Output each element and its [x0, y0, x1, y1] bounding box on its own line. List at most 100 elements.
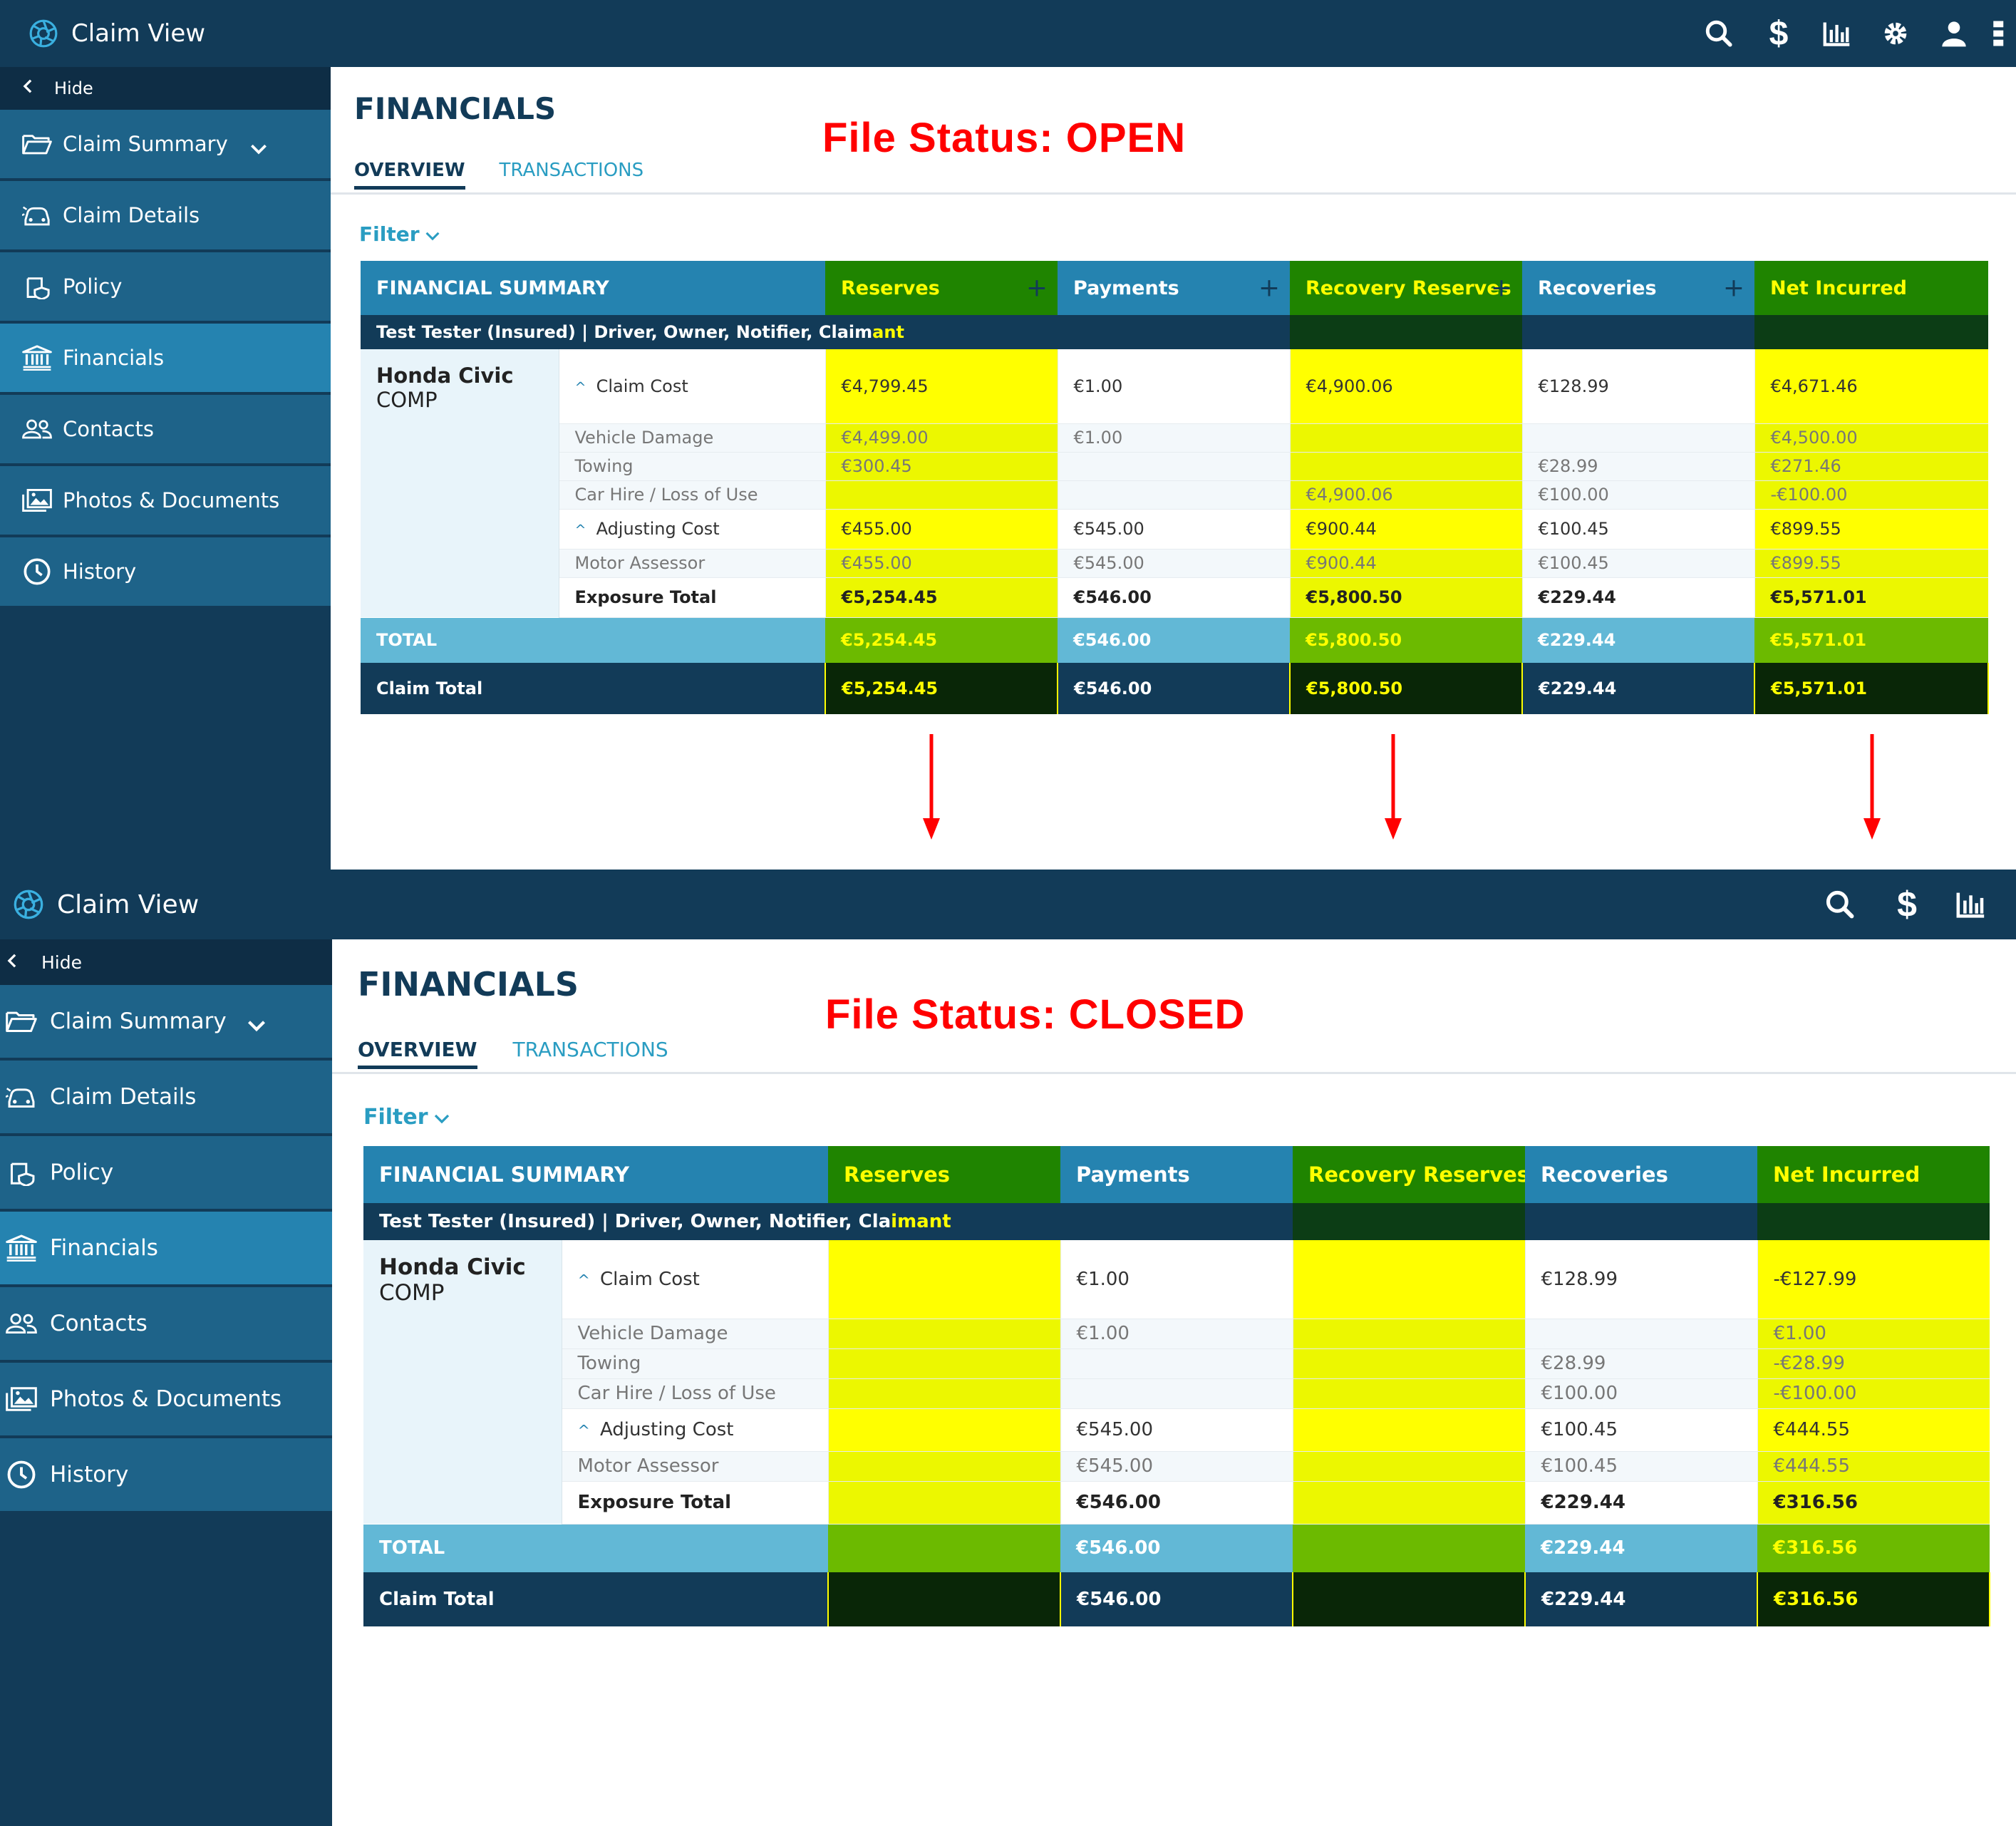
- sidebar-item-financials[interactable]: Financials: [0, 1212, 332, 1287]
- chevron-down-icon[interactable]: [247, 1012, 267, 1038]
- sidebar-item-label: Claim Details: [50, 1084, 197, 1110]
- sidebar-item-claim-details[interactable]: Claim Details: [0, 1061, 332, 1136]
- hide-sidebar-button[interactable]: Hide: [0, 67, 331, 110]
- tab-transactions[interactable]: TRANSACTIONS: [512, 1038, 668, 1061]
- table-row: Honda Civic COMP ^ Claim Cost €1.00 €128.9…: [363, 1240, 1990, 1524]
- table-header-row: FINANCIAL SUMMARY Reserves Payments Reco…: [363, 1146, 1990, 1203]
- toolbar-icons: $: [1824, 870, 1987, 939]
- search-icon[interactable]: [1703, 19, 1735, 48]
- financial-summary-table: FINANCIAL SUMMARY Reserves + Payments + Re…: [361, 261, 1989, 714]
- chevron-down-icon: [433, 1105, 451, 1130]
- tab-overview[interactable]: OVERVIEW: [354, 160, 465, 190]
- chevron-down-icon[interactable]: [249, 135, 268, 160]
- shield-icon: [21, 274, 53, 299]
- photos-icon: [4, 1386, 38, 1412]
- filter-dropdown[interactable]: Filter: [359, 222, 441, 246]
- table-row: Car Hire / Loss of Use €4,900.06 €100.00-…: [361, 480, 1988, 510]
- col-recoveries: Recoveries +: [1522, 261, 1754, 315]
- user-icon[interactable]: [1938, 19, 1970, 48]
- row-label[interactable]: ^ Claim Cost: [562, 1240, 828, 1319]
- bar-chart-icon[interactable]: [1821, 20, 1853, 47]
- sidebar-item-label: Claim Summary: [50, 1009, 227, 1034]
- add-reserves-icon[interactable]: +: [1025, 273, 1048, 303]
- add-recovery-reserves-icon[interactable]: +: [1490, 273, 1512, 303]
- sidebar-item-photos-documents[interactable]: Photos & Documents: [0, 466, 331, 537]
- bank-icon: [21, 345, 53, 371]
- table-row: ^ Adjusting Cost €545.00 €100.45 €444.55: [363, 1408, 1990, 1452]
- camera-aperture-icon: [29, 19, 58, 48]
- tabs: OVERVIEW TRANSACTIONS: [354, 160, 643, 190]
- sidebar: Hide Claim Summary Claim Details Policy …: [0, 939, 332, 1826]
- filter-dropdown[interactable]: Filter: [363, 1105, 451, 1130]
- section-title: FINANCIAL SUMMARY: [363, 1146, 828, 1203]
- table-row: Towing €28.99 -€28.99: [363, 1348, 1990, 1379]
- col-net-incurred: Net Incurred: [1757, 1146, 1990, 1203]
- row-label: Car Hire / Loss of Use: [559, 480, 825, 510]
- sidebar-item-policy[interactable]: Policy: [0, 1136, 332, 1212]
- app-title: Claim View: [57, 889, 200, 919]
- exposure-total-row: Exposure Total €546.00 €229.44 €316.56: [363, 1481, 1990, 1525]
- sidebar-nav: Claim Summary Claim Details Policy Finan…: [0, 985, 332, 1514]
- sidebar-item-contacts[interactable]: Contacts: [0, 395, 331, 466]
- sidebar-item-claim-summary[interactable]: Claim Summary: [0, 985, 332, 1061]
- row-label[interactable]: ^ Claim Cost: [559, 349, 825, 424]
- sidebar-item-policy[interactable]: Policy: [0, 252, 331, 324]
- people-icon: [4, 1311, 38, 1336]
- sidebar-item-claim-summary[interactable]: Claim Summary: [0, 110, 331, 181]
- row-label[interactable]: ^ Adjusting Cost: [559, 509, 825, 550]
- main-content: FINANCIALS File Status: OPEN OVERVIEW TR…: [331, 67, 2016, 870]
- claim-total-row: Claim Total €546.00 €229.44 €316.56: [363, 1572, 1990, 1626]
- brand[interactable]: Claim View: [29, 0, 205, 67]
- add-recoveries-icon[interactable]: +: [1722, 273, 1744, 303]
- sidebar-item-label: Contacts: [63, 417, 154, 441]
- sidebar: Hide Claim Summary Claim Details Policy …: [0, 67, 331, 870]
- table-row: Vehicle Damage €4,499.00 €1.00 €4,500.00: [361, 423, 1988, 453]
- bank-icon: [4, 1234, 38, 1262]
- hide-label: Hide: [41, 951, 82, 973]
- tabs-divider: [332, 1072, 2016, 1074]
- sidebar-item-contacts[interactable]: Contacts: [0, 1287, 332, 1363]
- vehicle-type: COMP: [376, 388, 438, 412]
- col-recovery-reserves: Recovery Reserves: [1293, 1146, 1525, 1203]
- row-label: Exposure Total: [559, 577, 825, 618]
- dollar-icon[interactable]: $: [1897, 884, 1917, 924]
- sidebar-item-claim-details[interactable]: Claim Details: [0, 181, 331, 252]
- folder-icon: [4, 1009, 38, 1034]
- table-row: Motor Assessor €545.00 €100.45 €444.55: [363, 1451, 1990, 1482]
- tab-transactions[interactable]: TRANSACTIONS: [499, 160, 644, 181]
- vehicle-name: Honda Civic: [379, 1254, 526, 1280]
- main-content: FINANCIALS File Status: CLOSED OVERVIEW …: [332, 939, 2016, 1826]
- file-status-label: File Status: CLOSED: [825, 991, 1246, 1038]
- sidebar-item-history[interactable]: History: [0, 1438, 332, 1514]
- sidebar-item-financials[interactable]: Financials: [0, 324, 331, 395]
- add-payments-icon[interactable]: +: [1258, 273, 1280, 303]
- sidebar-nav: Claim Summary Claim Details Policy Finan…: [0, 110, 331, 609]
- chevron-up-icon[interactable]: ^: [577, 1422, 590, 1439]
- hide-sidebar-button[interactable]: Hide: [0, 939, 332, 985]
- table-header-row: FINANCIAL SUMMARY Reserves + Payments + Re…: [361, 261, 1988, 315]
- shield-icon: [4, 1159, 38, 1186]
- chevron-up-icon[interactable]: ^: [574, 522, 586, 538]
- row-label: Vehicle Damage: [559, 423, 825, 453]
- grid-icon[interactable]: [1992, 19, 2007, 48]
- chevron-up-icon[interactable]: ^: [574, 378, 586, 396]
- filter-label: Filter: [359, 222, 420, 246]
- filter-label: Filter: [363, 1105, 428, 1130]
- hide-label: Hide: [54, 78, 93, 98]
- row-label[interactable]: ^ Adjusting Cost: [562, 1408, 828, 1452]
- dollar-icon[interactable]: $: [1769, 14, 1789, 53]
- bar-chart-icon[interactable]: [1955, 890, 1987, 919]
- chevron-up-icon[interactable]: ^: [577, 1271, 590, 1289]
- party-label: Test Tester (Insured) | Driver, Owner, N…: [361, 315, 1058, 349]
- party-row: Test Tester (Insured) | Driver, Owner, N…: [363, 1203, 1990, 1240]
- sidebar-item-label: Policy: [50, 1160, 114, 1185]
- page-title: FINANCIALS: [354, 91, 557, 126]
- sidebar-item-history[interactable]: History: [0, 537, 331, 609]
- table-row: Vehicle Damage €1.00 €1.00: [363, 1319, 1990, 1349]
- search-icon[interactable]: [1824, 889, 1856, 920]
- brand[interactable]: Claim View: [13, 870, 199, 939]
- sidebar-item-photos-documents[interactable]: Photos & Documents: [0, 1363, 332, 1438]
- tab-overview[interactable]: OVERVIEW: [358, 1038, 477, 1069]
- sidebar-item-label: Financials: [63, 346, 165, 370]
- gear-icon[interactable]: [1880, 19, 1911, 48]
